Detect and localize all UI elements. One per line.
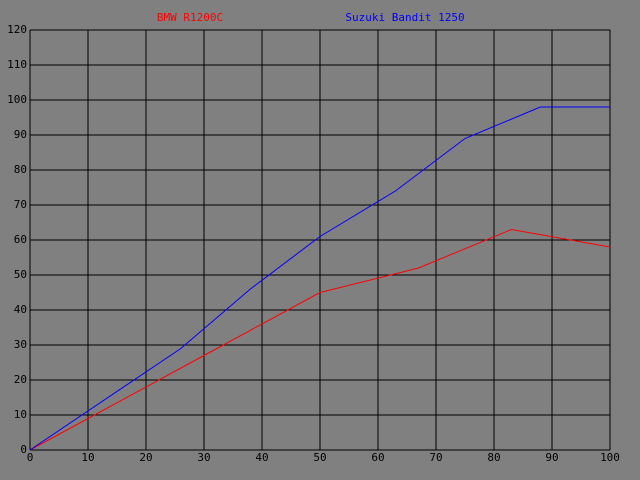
- x-tick-label: 30: [197, 451, 210, 464]
- x-tick-label: 80: [487, 451, 500, 464]
- x-tick-label: 10: [81, 451, 94, 464]
- y-tick-label: 30: [14, 338, 27, 351]
- y-tick-label: 70: [14, 198, 27, 211]
- y-tick-label: 50: [14, 268, 27, 281]
- x-tick-label: 60: [371, 451, 384, 464]
- y-tick-label: 40: [14, 303, 27, 316]
- x-tick-label: 20: [139, 451, 152, 464]
- y-tick-label: 60: [14, 233, 27, 246]
- y-tick-label: 110: [7, 58, 27, 71]
- x-tick-label: 50: [313, 451, 326, 464]
- y-tick-label: 90: [14, 128, 27, 141]
- y-tick-label: 100: [7, 93, 27, 106]
- y-tick-label: 10: [14, 408, 27, 421]
- x-tick-label: 70: [429, 451, 442, 464]
- x-tick-label: 90: [545, 451, 558, 464]
- series-line: [29, 106, 610, 451]
- x-tick-label: 40: [255, 451, 268, 464]
- series-line: [29, 228, 611, 451]
- y-tick-label: 0: [20, 443, 27, 456]
- x-tick-label: 0: [27, 451, 34, 464]
- x-tick-label: 100: [600, 451, 620, 464]
- y-tick-label: 20: [14, 373, 27, 386]
- legend-entry: Suzuki Bandit 1250: [345, 11, 464, 24]
- legend-entry: BMW R1200C: [157, 11, 223, 24]
- y-tick-label: 80: [14, 163, 27, 176]
- y-tick-label: 120: [7, 23, 27, 36]
